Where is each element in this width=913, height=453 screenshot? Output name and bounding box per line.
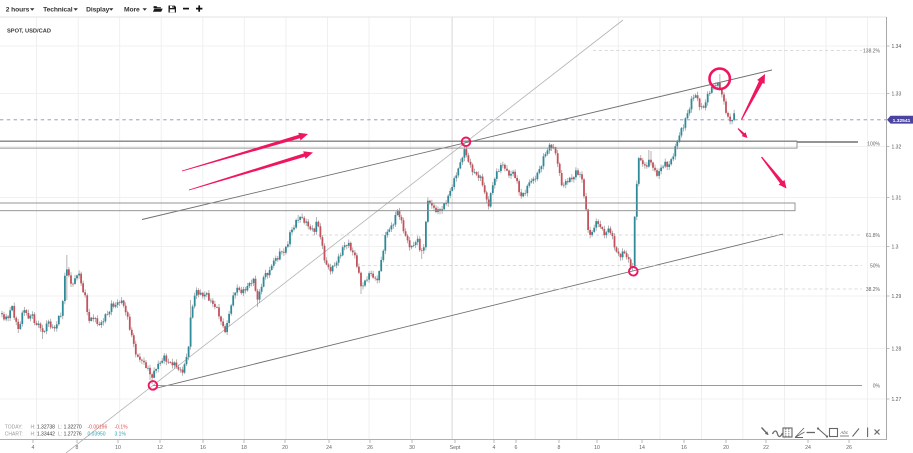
svg-text:10: 10 (594, 445, 600, 451)
svg-text:8: 8 (76, 445, 79, 451)
svg-text:CHART:: CHART: (5, 431, 23, 437)
svg-text:8: 8 (558, 445, 561, 451)
svg-text:1.32541: 1.32541 (893, 118, 911, 124)
svg-text:18: 18 (241, 445, 247, 451)
svg-text:H: 1.33442: H: 1.33442 (31, 431, 56, 437)
svg-text:30: 30 (409, 445, 415, 451)
svg-text:10: 10 (115, 445, 121, 451)
svg-text:2 hours: 2 hours (6, 6, 30, 13)
svg-text:0%: 0% (873, 383, 881, 389)
svg-text:16: 16 (200, 445, 206, 451)
svg-text:20: 20 (282, 445, 288, 451)
svg-text:1.27: 1.27 (892, 397, 902, 403)
svg-text:24: 24 (326, 445, 332, 451)
svg-text:4: 4 (493, 445, 496, 451)
svg-text:Abc: Abc (840, 430, 849, 435)
svg-text:22: 22 (763, 445, 769, 451)
svg-text:-0.1%: -0.1% (115, 424, 129, 430)
svg-text:1.29: 1.29 (892, 294, 902, 300)
svg-text:26: 26 (367, 445, 373, 451)
svg-text:138.2%: 138.2% (863, 49, 881, 55)
svg-text:1.31: 1.31 (892, 196, 902, 202)
svg-text:1.3: 1.3 (892, 245, 899, 251)
svg-text:L: 1.27276: L: 1.27276 (58, 431, 82, 437)
svg-text:H: 1.32738: H: 1.32738 (31, 424, 56, 430)
svg-text:24: 24 (805, 445, 811, 451)
svg-text:Sept: Sept (450, 445, 461, 451)
svg-text:-0.00196: -0.00196 (88, 424, 108, 430)
svg-text:1.34: 1.34 (892, 44, 902, 50)
svg-text:14: 14 (639, 445, 645, 451)
svg-text:16: 16 (681, 445, 687, 451)
svg-text:0.03950: 0.03950 (88, 431, 106, 437)
svg-text:100%: 100% (867, 141, 880, 147)
svg-text:TODAY:: TODAY: (5, 424, 23, 430)
svg-text:3.1%: 3.1% (115, 431, 127, 437)
svg-text:38.2%: 38.2% (866, 287, 881, 293)
svg-text:Display: Display (86, 6, 109, 13)
svg-text:Technical: Technical (43, 6, 73, 13)
svg-text:1.28: 1.28 (892, 347, 902, 353)
svg-text:L: 1.32270: L: 1.32270 (58, 424, 82, 430)
svg-text:12: 12 (157, 445, 163, 451)
svg-text:6: 6 (515, 445, 518, 451)
svg-text:50%: 50% (870, 263, 881, 269)
svg-text:More: More (124, 6, 140, 13)
svg-text:4: 4 (32, 445, 35, 451)
svg-text:20: 20 (723, 445, 729, 451)
svg-text:SPOT, USD/CAD: SPOT, USD/CAD (7, 29, 51, 35)
svg-text:26: 26 (846, 445, 852, 451)
svg-text:1.33: 1.33 (892, 92, 902, 98)
svg-text:61.8%: 61.8% (866, 233, 881, 239)
svg-text:1.32: 1.32 (892, 145, 902, 151)
